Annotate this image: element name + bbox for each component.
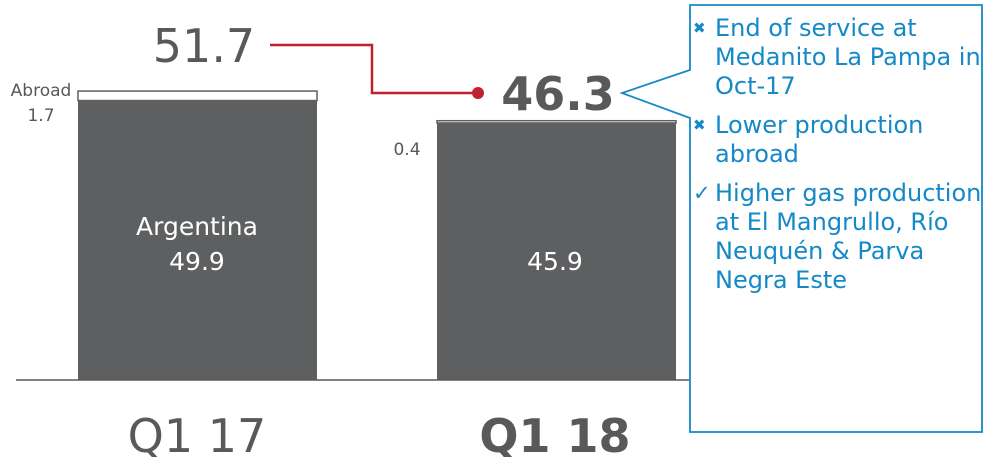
category-label-q1-17: Q1 17 [128, 409, 267, 457]
bar-argentina-q1-17 [78, 100, 317, 380]
callout-item-end-of-service: ✖ End of service at Medanito La Pampa in… [693, 14, 983, 101]
total-change-connector [270, 43, 478, 95]
callout-box [619, 4, 983, 433]
argentina-value-q1-17: 49.9 [169, 247, 225, 276]
callout-item-lower-production: ✖ Lower production abroad [693, 111, 983, 169]
callout-item-higher-gas: ✓ Higher gas production at El Mangrullo,… [693, 179, 983, 295]
x-mark-icon: ✖ [693, 116, 706, 134]
argentina-segment-title: Argentina [136, 212, 258, 241]
abroad-segment-title: Abroad [11, 81, 72, 101]
argentina-value-q1-18: 45.9 [527, 247, 583, 276]
callout-item-text: Lower production abroad [715, 111, 924, 168]
abroad-value-q1-17: 1.7 [27, 106, 54, 126]
callout-notes: ✖ End of service at Medanito La Pampa in… [693, 14, 983, 305]
callout-item-text: End of service at Medanito La Pampa in O… [715, 14, 981, 100]
bar-abroad-q1-17 [77, 90, 318, 102]
bar-abroad-q1-18 [436, 119, 677, 124]
total-label-q1-18: 46.3 [501, 67, 615, 121]
category-label-q1-18: Q1 18 [479, 409, 630, 457]
check-mark-icon: ✓ [693, 181, 711, 205]
callout-item-text: Higher gas production at El Mangrullo, R… [715, 179, 982, 294]
total-label-q1-17: 51.7 [153, 19, 255, 73]
x-mark-icon: ✖ [693, 19, 706, 37]
connector-end-dot [472, 87, 484, 99]
bar-argentina-q1-18 [437, 122, 676, 381]
abroad-value-q1-18: 0.4 [393, 140, 420, 160]
